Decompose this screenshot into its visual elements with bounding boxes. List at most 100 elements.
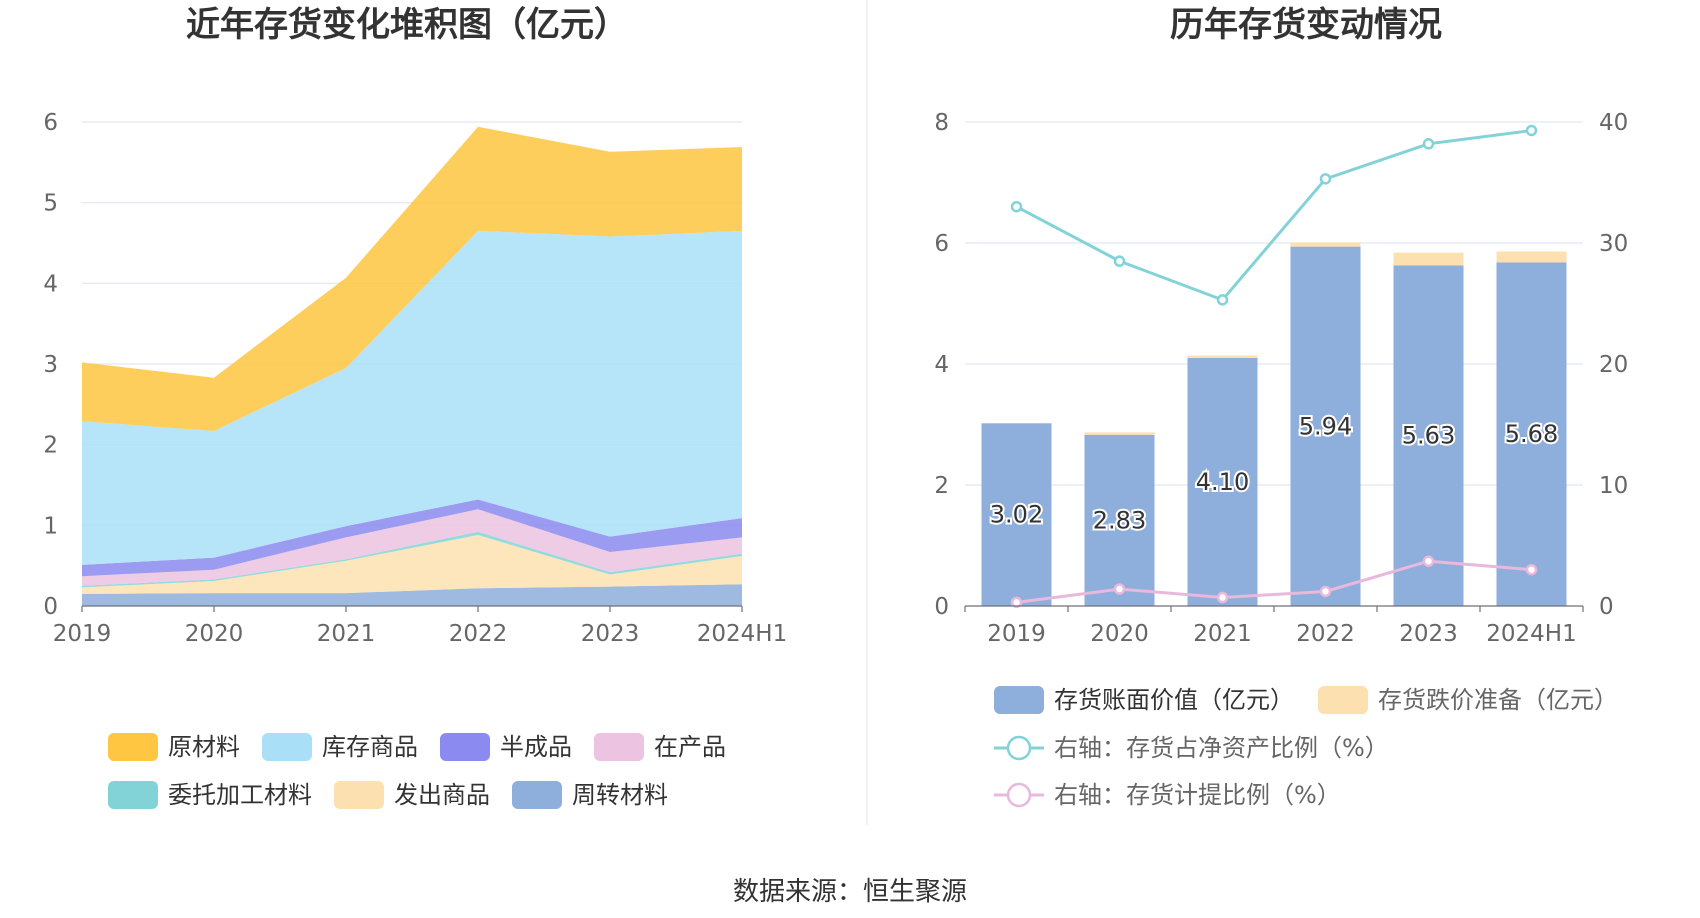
right-y-tick-label: 6 xyxy=(934,231,949,257)
bar-value-label: 5.68 xyxy=(1505,420,1558,448)
right-x-tick-label: 2021 xyxy=(1193,621,1252,647)
area-库存商品 xyxy=(82,230,742,565)
legend-label-在产品: 在产品 xyxy=(654,733,726,761)
legend-swatch-book-value xyxy=(994,686,1044,714)
data-source: 数据来源：恒生聚源 xyxy=(733,877,967,907)
right-y-tick-label: 4 xyxy=(934,352,949,378)
bar-value-label: 4.10 xyxy=(1196,468,1249,496)
legend-label-发出商品: 发出商品 xyxy=(394,781,490,809)
legend-line-marker xyxy=(1006,782,1032,808)
left-x-tick-label: 2024H1 xyxy=(697,621,787,647)
bar-impairment xyxy=(1393,252,1464,266)
legend-swatch-发出商品 xyxy=(334,781,384,809)
legend-label-line: 右轴：存货计提比例（%） xyxy=(1054,781,1341,809)
right-x-axis: 2019 2020 2021 2022 2023 2024H1 xyxy=(964,605,1584,647)
left-area-series xyxy=(82,126,742,606)
right-x-tick-label: 2020 xyxy=(1090,621,1149,647)
left-y-tick-label: 2 xyxy=(43,433,58,459)
left-x-tick-label: 2020 xyxy=(185,621,244,647)
left-x-tick-label: 2023 xyxy=(581,621,640,647)
right-grid: 0 2 4 6 8 0 10 20 30 40 xyxy=(934,110,1628,620)
bar-impairment xyxy=(1187,355,1258,358)
legend-swatch-impairment xyxy=(1318,686,1368,714)
legend-swatch-半成品 xyxy=(440,733,490,761)
legend-line-marker xyxy=(1006,735,1032,761)
right-line-series xyxy=(1010,124,1538,609)
line-point xyxy=(1319,585,1332,598)
left-x-tick-label: 2019 xyxy=(53,621,112,647)
left-chart-title: 近年存货变化堆积图（亿元） xyxy=(186,5,628,45)
bar-value-label: 5.94 xyxy=(1299,412,1352,440)
legend-swatch-库存商品 xyxy=(262,733,312,761)
legend-label-委托加工材料: 委托加工材料 xyxy=(168,781,312,809)
legend-label-库存商品: 库存商品 xyxy=(322,733,418,761)
right-x-tick-label: 2023 xyxy=(1399,621,1458,647)
bar-book-value xyxy=(1187,357,1258,606)
right-y-tick-label: 2 xyxy=(934,473,949,499)
right-x-tick-label: 2022 xyxy=(1296,621,1355,647)
left-x-axis: 2019 2020 2021 2022 2023 2024H1 xyxy=(53,605,787,647)
left-x-tick-label: 2022 xyxy=(449,621,508,647)
legend-label-impairment: 存货跌价准备（亿元） xyxy=(1378,686,1618,714)
right-y-tick-label: 0 xyxy=(934,594,949,620)
legend-swatch-委托加工材料 xyxy=(108,781,158,809)
left-y-tick-label: 4 xyxy=(43,271,58,297)
right-y-tick-label: 8 xyxy=(934,110,949,136)
right-bar-series: 3.02 2.83 4.10 5.94 5.63 5.68 xyxy=(981,242,1567,606)
right-y2-tick-label: 40 xyxy=(1599,110,1628,136)
bar-book-value xyxy=(1393,265,1464,606)
area-在产品 xyxy=(82,509,742,586)
legend-label-半成品: 半成品 xyxy=(500,733,572,761)
line-point xyxy=(1216,591,1229,604)
legend-label-原材料: 原材料 xyxy=(168,733,240,761)
area-半成品 xyxy=(82,499,742,577)
area-周转材料 xyxy=(82,584,742,606)
left-y-tick-label: 1 xyxy=(43,513,58,539)
right-y2-tick-label: 20 xyxy=(1599,352,1628,378)
right-y2-tick-label: 30 xyxy=(1599,231,1628,257)
line-右轴：存货占净资产比例（%） xyxy=(1015,129,1532,302)
line-point xyxy=(1525,563,1538,576)
right-x-tick-label: 2024H1 xyxy=(1486,621,1576,647)
right-chart-title: 历年存货变动情况 xyxy=(1170,5,1442,45)
bar-impairment xyxy=(1084,432,1155,435)
right-y2-tick-label: 10 xyxy=(1599,473,1628,499)
line-point xyxy=(1422,555,1435,567)
line-point xyxy=(1525,124,1538,137)
line-point xyxy=(1010,200,1023,213)
legend-label-周转材料: 周转材料 xyxy=(572,781,668,809)
bar-book-value xyxy=(981,423,1052,606)
line-point xyxy=(1113,255,1126,267)
bar-impairment xyxy=(1496,251,1567,263)
line-point xyxy=(1319,173,1332,185)
left-y-tick-label: 6 xyxy=(43,110,58,136)
bar-value-label: 2.83 xyxy=(1093,506,1146,534)
bar-book-value xyxy=(1084,434,1155,606)
right-x-tick-label: 2019 xyxy=(987,621,1046,647)
legend-swatch-原材料 xyxy=(108,733,158,761)
legend-label-book-value: 存货账面价值（亿元） xyxy=(1054,686,1294,714)
bar-value-label: 3.02 xyxy=(990,501,1043,529)
left-y-tick-label: 3 xyxy=(43,352,58,378)
right-y2-tick-label: 0 xyxy=(1599,594,1614,620)
left-y-tick-label: 5 xyxy=(43,191,58,217)
line-point xyxy=(1216,294,1229,306)
bar-impairment xyxy=(1290,242,1361,247)
left-y-tick-label: 0 xyxy=(43,594,58,620)
left-x-tick-label: 2021 xyxy=(317,621,376,647)
area-发出商品 xyxy=(82,535,742,594)
line-point xyxy=(1422,138,1435,150)
legend-swatch-周转材料 xyxy=(512,781,562,809)
right-legend: 存货账面价值（亿元） 存货跌价准备（亿元） 右轴：存货占净资产比例（%） 右轴：存货计… xyxy=(994,686,1618,809)
legend-label-line: 右轴：存货占净资产比例（%） xyxy=(1054,734,1389,762)
bar-value-label: 5.63 xyxy=(1402,422,1455,450)
area-原材料 xyxy=(82,126,742,432)
line-point xyxy=(1010,596,1023,609)
line-point xyxy=(1113,583,1126,595)
legend-swatch-在产品 xyxy=(594,733,644,761)
bar-book-value xyxy=(1290,246,1361,606)
line-右轴：存货计提比例（%） xyxy=(1016,559,1532,604)
bar-book-value xyxy=(1496,262,1567,606)
